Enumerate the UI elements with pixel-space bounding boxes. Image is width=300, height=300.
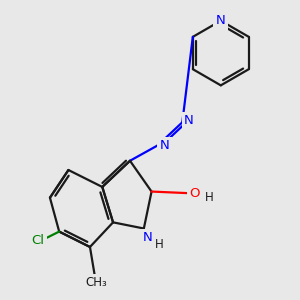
Text: N: N [216, 14, 226, 27]
Text: N: N [184, 114, 194, 127]
Text: CH₃: CH₃ [85, 276, 107, 289]
Text: N: N [160, 140, 169, 152]
Text: H: H [205, 191, 214, 204]
Text: N: N [143, 231, 152, 244]
Text: O: O [189, 187, 200, 200]
Text: Cl: Cl [31, 234, 44, 247]
Text: H: H [155, 238, 164, 251]
